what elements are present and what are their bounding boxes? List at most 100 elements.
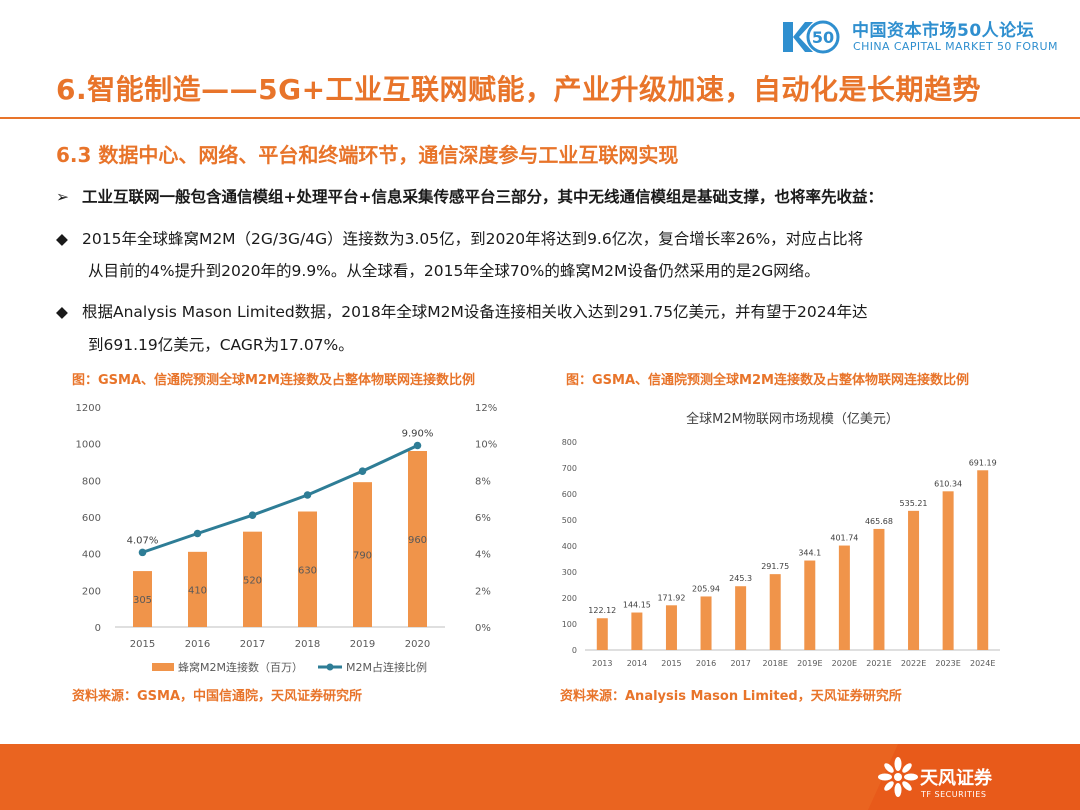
ratio-point-2019 — [358, 467, 367, 475]
bar-2016 — [700, 596, 712, 650]
right-y-tick-label: 2% — [475, 586, 491, 597]
bar-2013 — [596, 618, 608, 650]
x-tick-label: 2018E — [762, 659, 787, 668]
bar-value-label: 305 — [133, 595, 152, 606]
left-y-tick-label: 0 — [95, 623, 101, 634]
legend-bar-swatch — [152, 663, 174, 671]
x-tick-label: 2024E — [970, 659, 995, 668]
ratio-value-label: 9.90% — [402, 429, 434, 440]
bar-value-label: 144.15 — [623, 601, 651, 610]
right-y-tick-label: 0% — [475, 623, 491, 634]
y-tick-label: 600 — [562, 490, 577, 499]
x-tick-label: 2013 — [592, 659, 612, 668]
bullet-point-1: ➢ 工业互联网一般包含通信模组+处理平台+信息采集传感平台三部分，其中无线通信模组… — [56, 185, 883, 207]
bar-2019 — [353, 482, 372, 627]
bar-2017 — [243, 531, 262, 627]
forum-logo-icon: 50 — [783, 20, 840, 54]
y-tick-label: 100 — [562, 620, 577, 629]
ratio-value-label: 4.07% — [127, 535, 159, 546]
y-tick-label: 0 — [572, 646, 577, 655]
ratio-series-line — [142, 444, 419, 554]
x-tick-label: 2016 — [185, 639, 210, 650]
ratio-point-2016 — [193, 529, 202, 538]
bullet-point-3: ◆ 根据Analysis Mason Limited数据，2018年全球M2M设备… — [56, 300, 868, 322]
bullet-text-3-line2: 到691.19亿美元，CAGR为17.07%。 — [88, 336, 354, 354]
x-tick-label: 2021E — [866, 659, 891, 668]
bar-value-label: 122.12 — [588, 606, 616, 615]
bar-value-label: 171.92 — [657, 593, 685, 602]
ratio-point-2020 — [413, 441, 422, 450]
bar-2019E — [804, 560, 816, 650]
footer-logo-panel — [868, 744, 1080, 810]
left-figure-caption: 图：GSMA、信通院预测全球M2M连接数及占整体物联网连接数比例 — [72, 373, 475, 388]
bar-2022E — [908, 510, 920, 650]
x-tick-label: 2017 — [730, 659, 750, 668]
bar-value-label: 410 — [188, 585, 207, 596]
bar-value-label: 465.68 — [865, 517, 893, 526]
bar-value-label: 205.94 — [692, 584, 720, 593]
left-y-tick-label: 1200 — [76, 403, 101, 414]
right-y-tick-label: 12% — [475, 403, 497, 414]
forum-name-en: CHINA CAPITAL MARKET 50 FORUM — [853, 40, 1058, 53]
x-tick-label: 2017 — [240, 639, 265, 650]
bar-value-label: 691.19 — [969, 458, 997, 467]
bar-2016 — [188, 551, 207, 627]
chart-title: 全球M2M物联网市场规模（亿美元） — [686, 411, 899, 427]
left-y-tick-label: 400 — [82, 550, 101, 561]
bar-value-label: 610.34 — [934, 479, 962, 488]
y-tick-label: 300 — [562, 568, 577, 577]
bar-2015 — [133, 571, 152, 627]
left-y-tick-label: 1000 — [76, 440, 101, 451]
bar-2014 — [631, 612, 643, 650]
y-tick-label: 400 — [562, 542, 577, 551]
forum-name-cn: 中国资本市场50人论坛 — [852, 21, 1035, 41]
x-tick-label: 2023E — [935, 659, 960, 668]
right-y-tick-label: 10% — [475, 440, 497, 451]
bar-2017 — [735, 586, 747, 650]
bullet-text-3-line1: 根据Analysis Mason Limited数据，2018年全球M2M设备连… — [82, 303, 868, 321]
diamond-bullet-icon: ◆ — [56, 303, 68, 321]
right-y-tick-label: 6% — [475, 513, 491, 524]
page-title: 6.智能制造——5G+工业互联网赋能，产业升级加速，自动化是长期趋势 — [56, 73, 982, 106]
y-tick-label: 700 — [562, 464, 577, 473]
bar-value-label: 245.3 — [729, 574, 752, 583]
ratio-point-2018 — [303, 491, 312, 499]
right-figure-source: 资料来源：Analysis Mason Limited，天风证券研究所 — [560, 689, 902, 704]
ratio-point-2017 — [248, 511, 257, 519]
bar-value-label: 535.21 — [900, 499, 928, 508]
legend-line-marker — [326, 663, 334, 671]
y-tick-label: 200 — [562, 594, 577, 603]
bar-2020 — [408, 451, 427, 627]
x-tick-label: 2015 — [130, 639, 155, 650]
logo-mark-text: 50 — [812, 28, 834, 47]
left-y-tick-label: 200 — [82, 586, 101, 597]
arrow-bullet-icon: ➢ — [56, 188, 69, 206]
bar-2018E — [769, 574, 781, 650]
left-y-tick-label: 800 — [82, 476, 101, 487]
bar-value-label: 291.75 — [761, 562, 789, 571]
bar-2021E — [873, 528, 885, 650]
bar-2015 — [665, 605, 677, 650]
y-tick-label: 800 — [562, 438, 577, 447]
x-tick-label: 2020E — [832, 659, 857, 668]
x-tick-label: 2014 — [627, 659, 647, 668]
footer-brand-cn: 天风证券 — [920, 768, 992, 789]
x-tick-label: 2015 — [661, 659, 681, 668]
m2m-connections-combo-chart: 0 200 400 600 800 1000 1200 0% 2% 4% 6% 8% 10% 12% 305… — [76, 403, 498, 674]
diamond-bullet-icon: ◆ — [56, 230, 68, 248]
bar-value-label: 960 — [408, 535, 427, 546]
bullet-text-1: 工业互联网一般包含通信模组+处理平台+信息采集传感平台三部分，其中无线通信模组是… — [82, 188, 883, 206]
bullet-text-2-line1: 2015年全球蜂窝M2M（2G/3G/4G）连接数为3.05亿，到2020年将达… — [82, 230, 864, 248]
bar-2020E — [838, 545, 850, 650]
y-tick-label: 500 — [562, 516, 577, 525]
legend-line-label: M2M占连接比例 — [346, 660, 427, 674]
bar-2024E — [977, 470, 989, 650]
x-tick-label: 2020 — [405, 639, 430, 650]
bullet-point-2: ◆ 2015年全球蜂窝M2M（2G/3G/4G）连接数为3.05亿，到2020年将… — [56, 227, 863, 249]
x-tick-label: 2019E — [797, 659, 822, 668]
x-tick-label: 2022E — [901, 659, 926, 668]
tf-flower-logo-icon — [878, 757, 918, 797]
x-tick-label: 2016 — [696, 659, 716, 668]
bar-value-label: 790 — [353, 551, 372, 562]
bar-value-label: 630 — [298, 565, 317, 576]
